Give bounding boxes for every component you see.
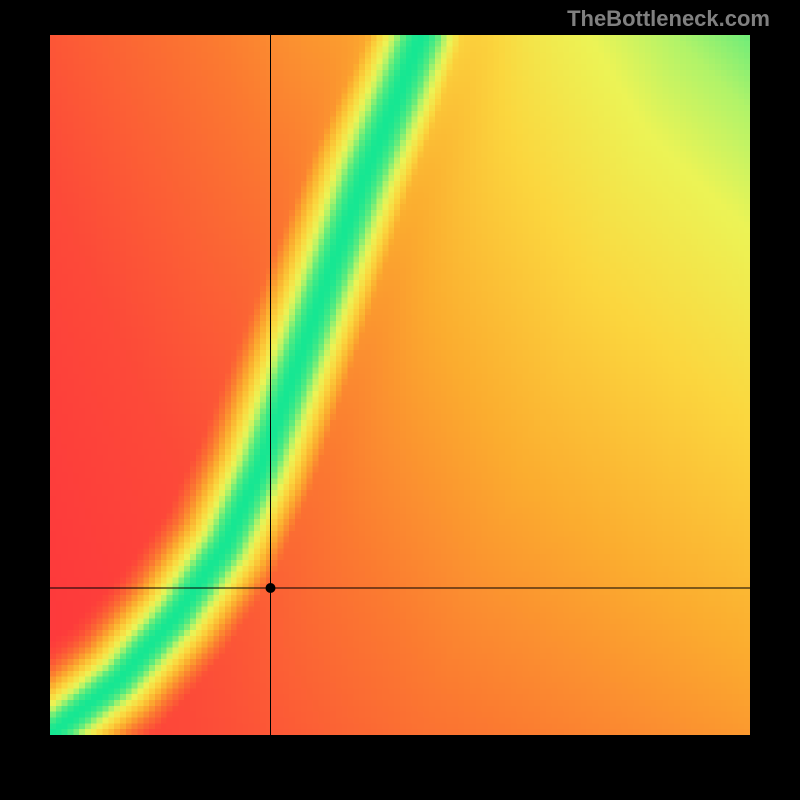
watermark-text: TheBottleneck.com bbox=[567, 6, 770, 32]
crosshair-dot bbox=[266, 583, 276, 593]
crosshair-overlay bbox=[50, 35, 750, 735]
heatmap-plot bbox=[50, 35, 750, 735]
